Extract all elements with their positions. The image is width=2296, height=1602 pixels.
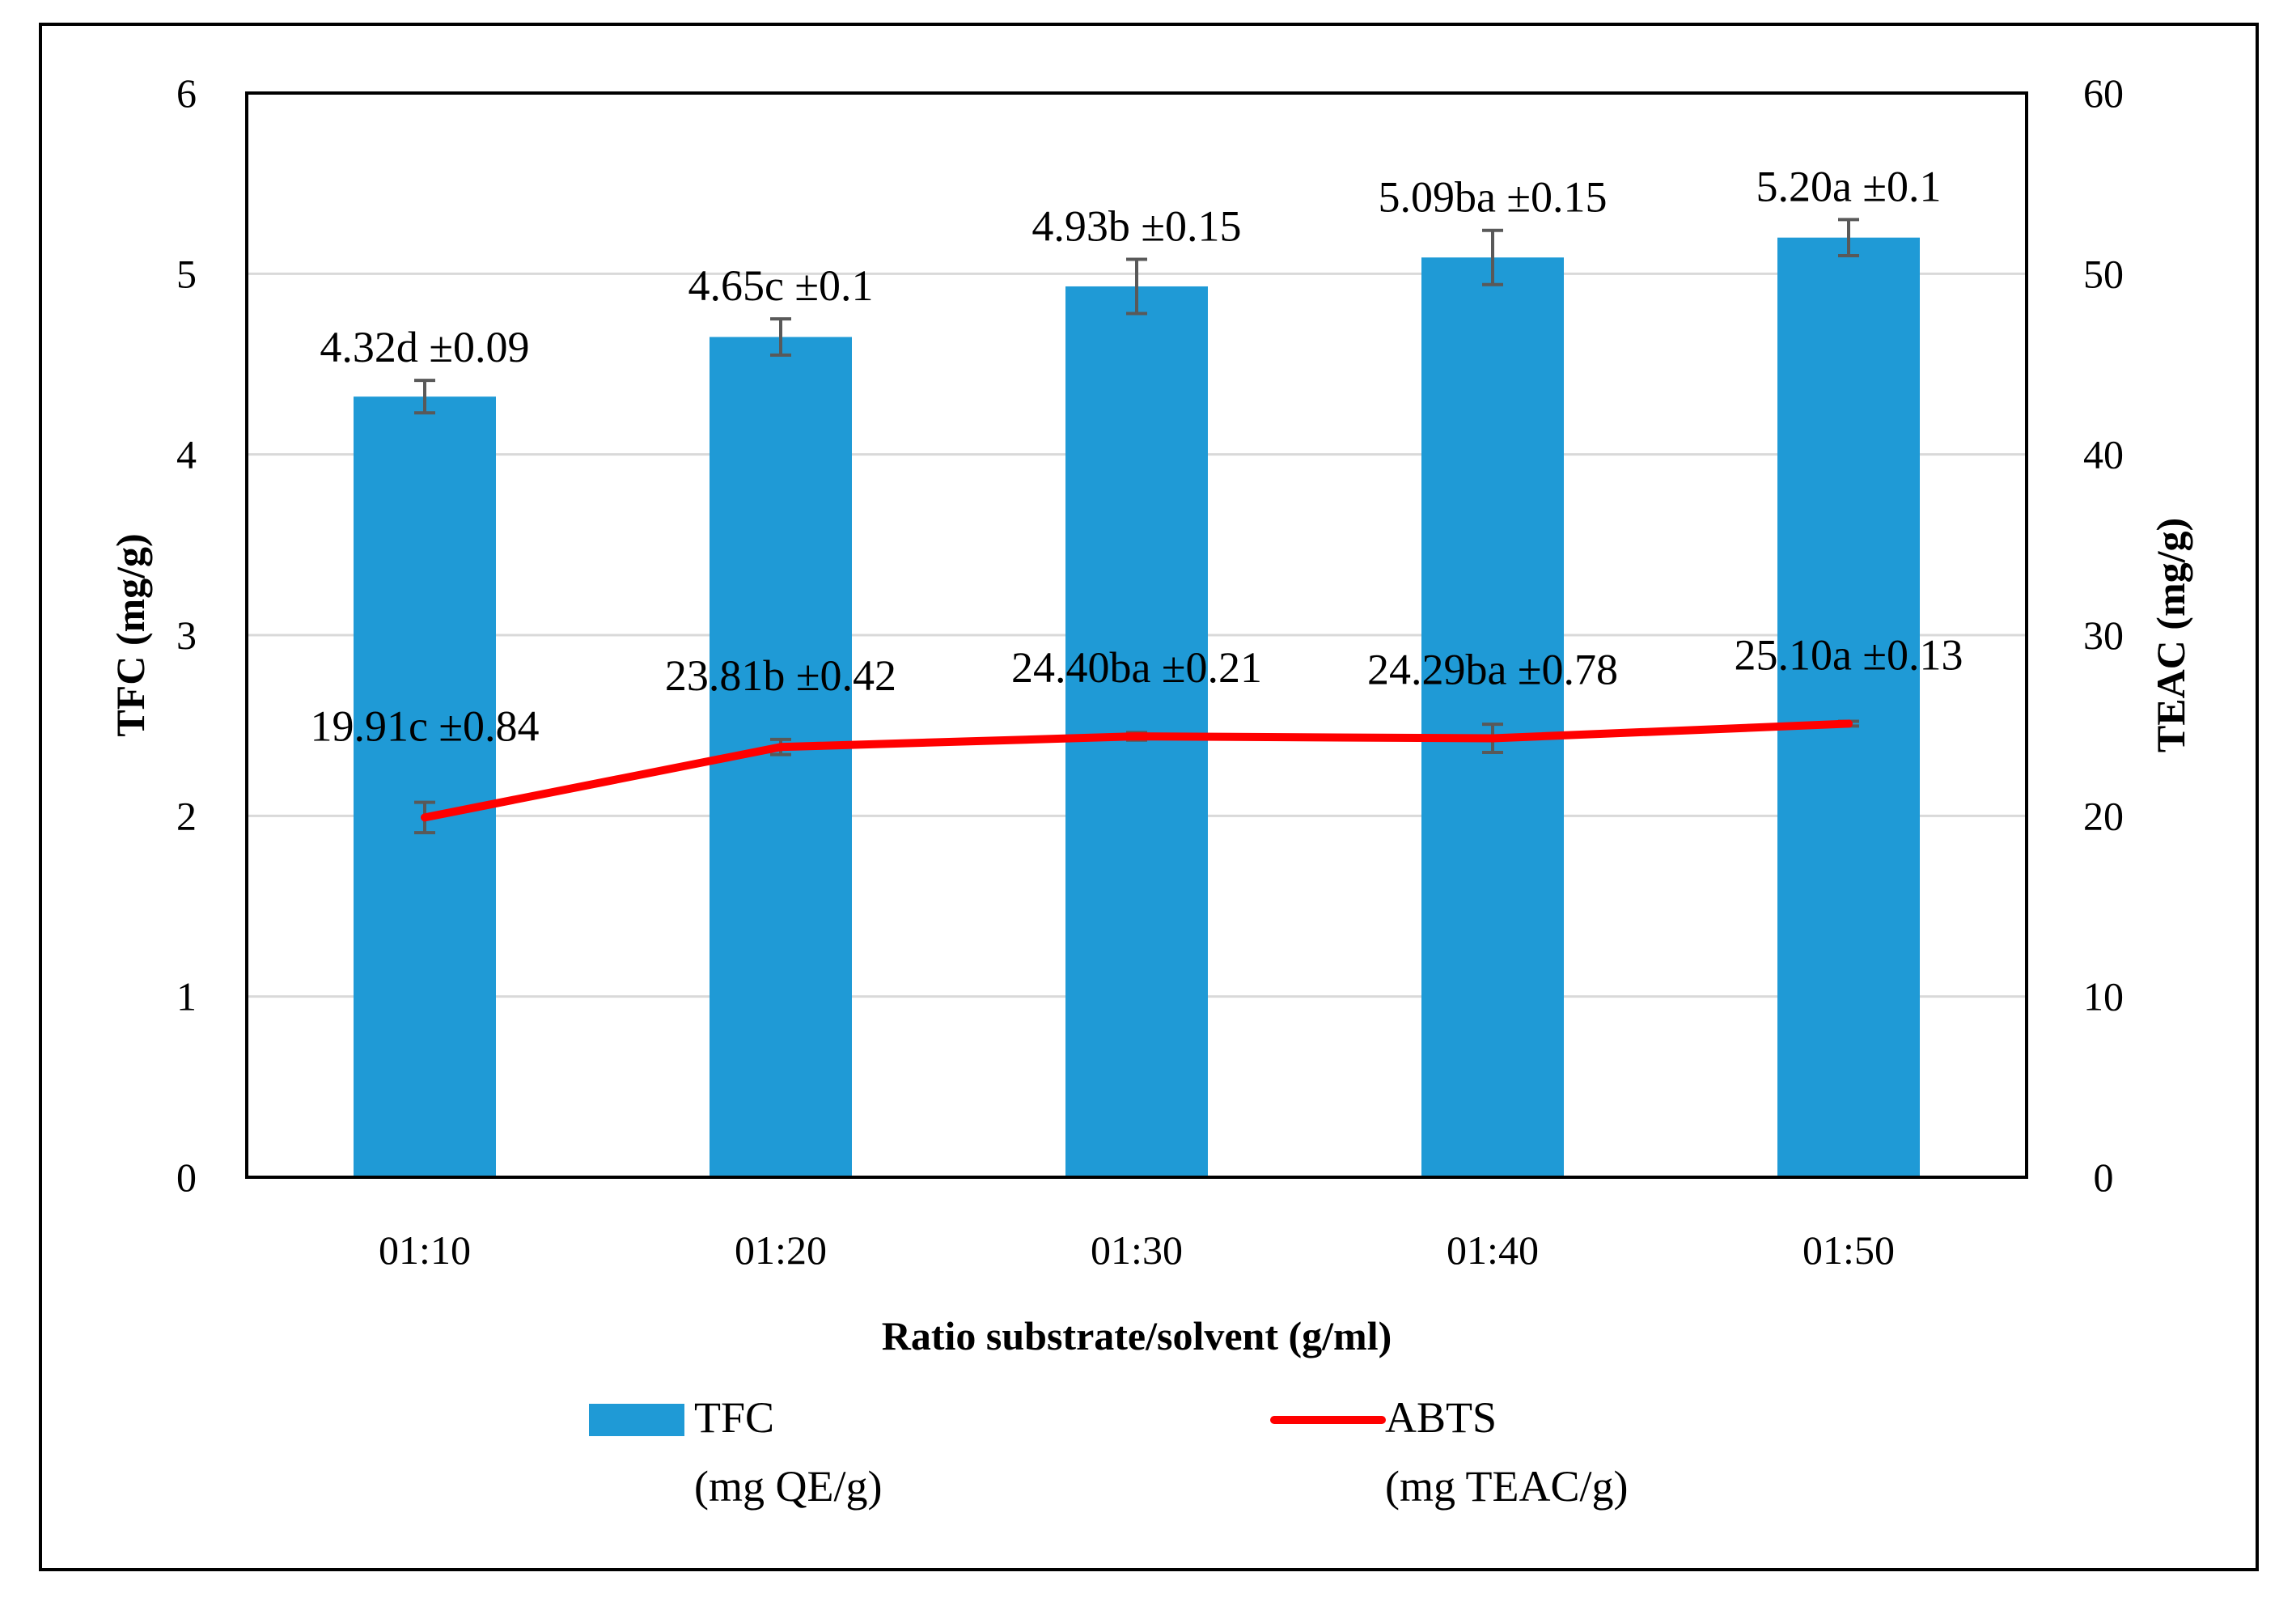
y-left-tick-label: 6 [176, 70, 197, 116]
legend-abts-label: ABTS [1385, 1393, 1497, 1442]
y-right-tick-label: 40 [2083, 432, 2124, 477]
tfc-data-label: 5.20a ±0.1 [1756, 162, 1941, 210]
y-left-tick-label: 0 [176, 1155, 197, 1200]
tfc-data-label: 4.93b ±0.15 [1032, 201, 1241, 250]
data-labels: 4.32d ±0.09 4.65c ±0.1 4.93b ±0.15 5.09ba ±… [310, 162, 1963, 750]
x-tick-label: 01:50 [1802, 1227, 1895, 1273]
tfc-data-label: 4.32d ±0.09 [320, 323, 529, 371]
abts-point [1490, 735, 1495, 741]
x-tick-label: 01:40 [1447, 1227, 1539, 1273]
abts-line-series [421, 719, 1853, 822]
y-right-tick-label: 60 [2083, 70, 2124, 116]
abts-point [1134, 734, 1139, 740]
x-axis-title: Ratio substrate/solvent (g/ml) [882, 1313, 1392, 1358]
y-right-tick-label: 50 [2083, 251, 2124, 296]
y-right-tick-label: 0 [2094, 1155, 2114, 1200]
plot-area-frame [245, 91, 2028, 1179]
tfc-bar [354, 396, 496, 1177]
abts-point [1846, 721, 1851, 727]
abts-data-label: 24.40ba ±0.21 [1011, 643, 1262, 692]
y-left-axis-title: TFC (mg/g) [108, 533, 153, 736]
legend-abts-unit: (mg TEAC/g) [1385, 1462, 1628, 1511]
y-left-tick-label: 3 [176, 612, 197, 658]
legend-tfc-label: TFC [694, 1393, 774, 1442]
x-tick-labels: 01:10 01:20 01:30 01:40 01:50 [379, 1227, 1895, 1273]
tfc-data-label: 4.65c ±0.1 [688, 261, 873, 310]
y-right-tick-labels: 0 10 20 30 40 50 60 [2083, 70, 2124, 1200]
y-left-tick-label: 5 [176, 251, 197, 296]
tfc-bar [1421, 257, 1564, 1177]
y-right-axis-title: TEAC (mg/g) [2148, 518, 2193, 752]
tfc-data-label: 5.09ba ±0.15 [1378, 173, 1607, 222]
abts-point [778, 744, 783, 750]
y-left-tick-labels: 0 1 2 3 4 5 6 [176, 70, 197, 1200]
y-left-tick-label: 4 [176, 432, 197, 477]
x-tick-label: 01:20 [735, 1227, 827, 1273]
legend-tfc-unit: (mg QE/g) [694, 1462, 882, 1511]
abts-data-label: 24.29ba ±0.78 [1367, 646, 1618, 694]
legend: TFC (mg QE/g) ABTS (mg TEAC/g) [589, 1393, 1628, 1511]
y-right-tick-label: 30 [2083, 612, 2124, 658]
tfc-error-bars [414, 218, 1859, 415]
y-left-tick-label: 2 [176, 793, 197, 838]
y-left-tick-label: 1 [176, 974, 197, 1019]
y-right-tick-label: 10 [2083, 974, 2124, 1019]
y-right-tick-label: 20 [2083, 793, 2124, 838]
legend-tfc-swatch [589, 1404, 684, 1436]
abts-data-label: 23.81b ±0.42 [665, 651, 896, 700]
x-tick-label: 01:30 [1091, 1227, 1183, 1273]
x-tick-label: 01:10 [379, 1227, 471, 1273]
abts-point [422, 815, 427, 820]
abts-data-label: 19.91c ±0.84 [310, 701, 539, 750]
tfc-bar [1777, 237, 1920, 1178]
abts-data-label: 25.10a ±0.13 [1734, 630, 1963, 679]
